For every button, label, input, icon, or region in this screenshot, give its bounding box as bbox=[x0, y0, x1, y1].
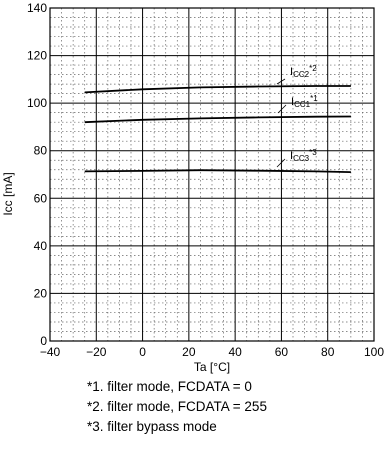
y-tick-label: 100 bbox=[27, 96, 47, 110]
x-tick-label: −20 bbox=[86, 345, 107, 359]
footnote-3: *3. filter bypass mode bbox=[87, 419, 217, 434]
x-axis-label: Ta [°C] bbox=[194, 360, 230, 374]
x-tick-label: 0 bbox=[139, 345, 146, 359]
y-tick-label: 20 bbox=[34, 286, 48, 300]
x-tick-label: 40 bbox=[228, 345, 242, 359]
series-line bbox=[84, 169, 351, 173]
minor-gridlines bbox=[50, 8, 374, 341]
x-tick-label: 80 bbox=[321, 345, 335, 359]
series-annotation: ICC2*2 bbox=[290, 64, 317, 79]
major-gridlines bbox=[49, 7, 375, 342]
footnote-1: *1. filter mode, FCDATA = 0 bbox=[87, 379, 252, 394]
x-axis-ticks: −40 −20 0 20 40 60 80 100 bbox=[40, 345, 385, 359]
series-annotation: ICC1*1 bbox=[291, 94, 318, 109]
plot-frame bbox=[49, 7, 375, 342]
x-tick-label: −40 bbox=[40, 345, 61, 359]
y-tick-label: 80 bbox=[34, 144, 48, 158]
footnote-2: *2. filter mode, FCDATA = 255 bbox=[87, 399, 267, 414]
y-axis-ticks: 0 20 40 60 80 100 120 140 bbox=[27, 1, 47, 348]
annotation-leader bbox=[277, 104, 287, 114]
y-tick-label: 140 bbox=[27, 1, 47, 15]
y-tick-label: 0 bbox=[40, 334, 47, 348]
annotation-leader bbox=[276, 78, 286, 85]
annotation-leader bbox=[276, 158, 286, 168]
line-chart: 0 20 40 60 80 100 120 140 −40 −20 0 20 40 60 80 100 IC… bbox=[1, 1, 385, 374]
series-line bbox=[84, 85, 351, 94]
y-tick-label: 60 bbox=[34, 191, 48, 205]
y-axis-label: Icc [mA] bbox=[1, 172, 15, 215]
x-tick-label: 100 bbox=[364, 345, 384, 359]
x-tick-label: 60 bbox=[275, 345, 289, 359]
y-tick-label: 120 bbox=[27, 49, 47, 63]
series-annotations: ICC2*2 ICC1*1 ICC3*3 bbox=[276, 64, 318, 168]
series-line bbox=[84, 115, 351, 124]
x-tick-label: 20 bbox=[182, 345, 196, 359]
y-tick-label: 40 bbox=[34, 239, 48, 253]
series-annotation: ICC3*3 bbox=[290, 148, 317, 163]
data-series bbox=[84, 85, 351, 173]
